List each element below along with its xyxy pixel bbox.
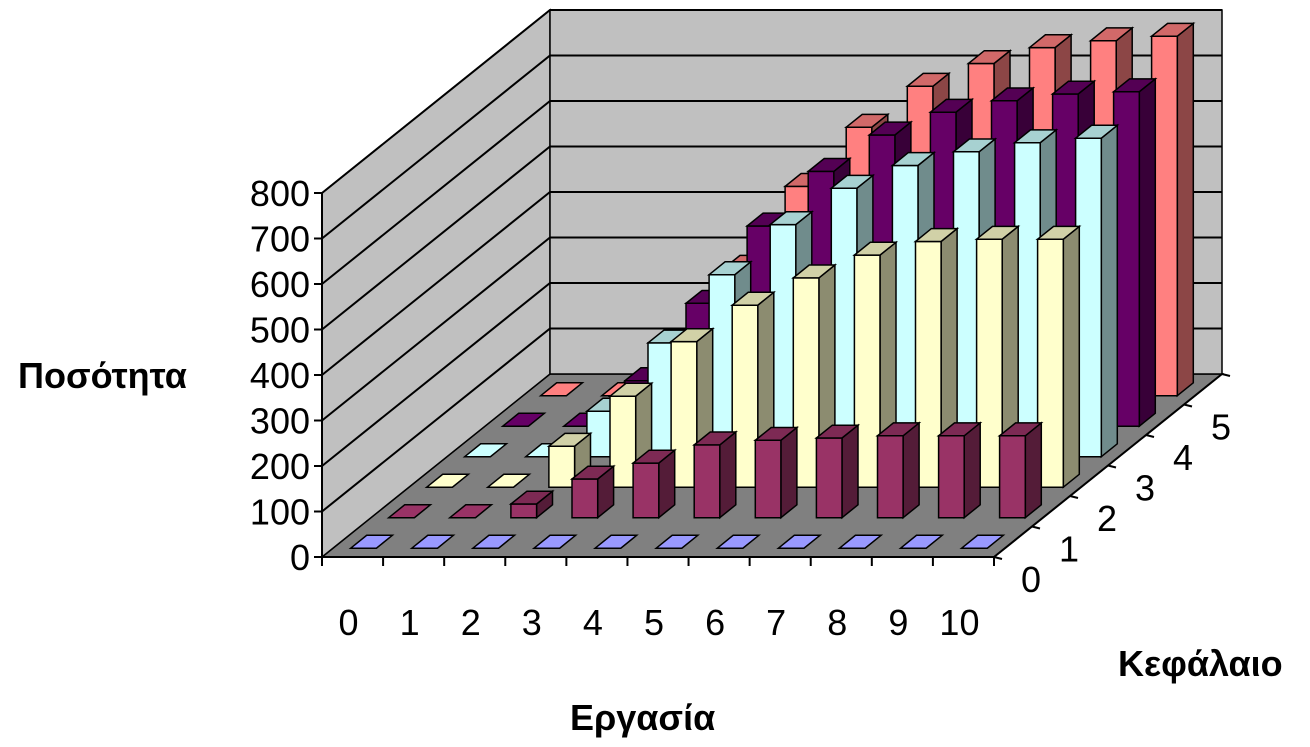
bar-s1-x0 [386, 504, 433, 519]
bar-s2-x2 [546, 431, 593, 489]
x-axis-title: Εργασία [570, 697, 715, 738]
bar-s0-x9 [898, 534, 945, 549]
x-tick-label: 5 [644, 602, 664, 643]
bar-s1-x4 [630, 448, 677, 520]
bar-s4-x10 [1111, 77, 1158, 428]
z-tick-mark [1069, 495, 1079, 499]
z-tick-mark [1145, 434, 1155, 438]
y-tick-label: 400 [250, 355, 310, 396]
y-axis-title: Ποσότητα [18, 355, 187, 396]
x-tick-label: 3 [522, 602, 542, 643]
bar-s1-x8 [875, 421, 922, 520]
x-tick-label: 4 [583, 602, 603, 643]
z-tick-label: 5 [1211, 406, 1231, 447]
bar-s0-x4 [592, 534, 639, 549]
bar-s0-x1 [409, 534, 456, 549]
x-tick-label: 6 [705, 602, 725, 643]
y-tick-label: 800 [250, 173, 310, 214]
y-tick-label: 600 [250, 264, 310, 305]
z-tick-label: 4 [1173, 437, 1193, 478]
z-tick-mark [993, 556, 1003, 560]
bar-s4-x0 [500, 412, 547, 427]
bar-s1-x6 [753, 425, 800, 520]
bar-s1-x3 [569, 464, 616, 520]
z-tick-label: 0 [1021, 559, 1041, 600]
z-tick-mark [1183, 403, 1193, 408]
x-tick-label: 10 [939, 602, 979, 643]
z-tick-mark [1031, 525, 1041, 530]
y-tick-label: 700 [250, 219, 310, 260]
y-tick-label: 200 [250, 446, 310, 487]
y-tick-label: 100 [250, 492, 310, 533]
x-tick-label: 9 [888, 602, 908, 643]
y-tick-label: 0 [290, 537, 310, 578]
bar-s1-x1 [447, 504, 494, 519]
x-tick-label: 2 [461, 602, 481, 643]
bar-s2-x9 [974, 224, 1021, 489]
bar-s2-x1 [485, 473, 532, 488]
z-tick-label: 3 [1135, 467, 1155, 508]
z-tick-label: 2 [1097, 498, 1117, 539]
z-axis-title: Κεφάλαιο [1118, 643, 1283, 684]
bar-s1-x9 [936, 421, 983, 520]
bar-s2-x0 [424, 473, 471, 488]
bar-s1-x10 [997, 421, 1044, 520]
x-tick-label: 1 [400, 602, 420, 643]
bar-s1-x5 [692, 430, 738, 520]
x-tick-label: 8 [827, 602, 847, 643]
gridline [321, 9, 1222, 194]
bar-s0-x6 [715, 534, 762, 549]
x-tick-label: 7 [766, 602, 786, 643]
z-tick-mark [1221, 373, 1231, 377]
bar-s0-x5 [654, 534, 700, 549]
bar-s0-x0 [348, 534, 395, 549]
z-tick-label: 1 [1059, 528, 1079, 569]
bar-s0-x10 [959, 534, 1006, 549]
bar-s0-x8 [837, 534, 884, 549]
bar-s5-x0 [538, 382, 585, 397]
x-tick-label: 0 [339, 602, 359, 643]
bar-s5-x10 [1149, 21, 1196, 398]
bar-s3-x0 [462, 443, 509, 458]
z-tick-mark [1107, 464, 1117, 469]
bars-group [348, 21, 1196, 549]
bar-s0-x2 [470, 534, 517, 549]
y-tick-label: 300 [250, 401, 310, 442]
bar-s1-x2 [508, 489, 555, 520]
bar-s2-x10 [1035, 224, 1082, 489]
bar-s2-x8 [913, 227, 960, 489]
y-tick-label: 500 [250, 310, 310, 351]
bar-s0-x3 [531, 534, 578, 549]
bar-s0-x7 [776, 534, 823, 549]
bar-s1-x7 [814, 423, 861, 520]
bar-s3-x10 [1073, 123, 1120, 459]
axes-group [314, 192, 1231, 566]
